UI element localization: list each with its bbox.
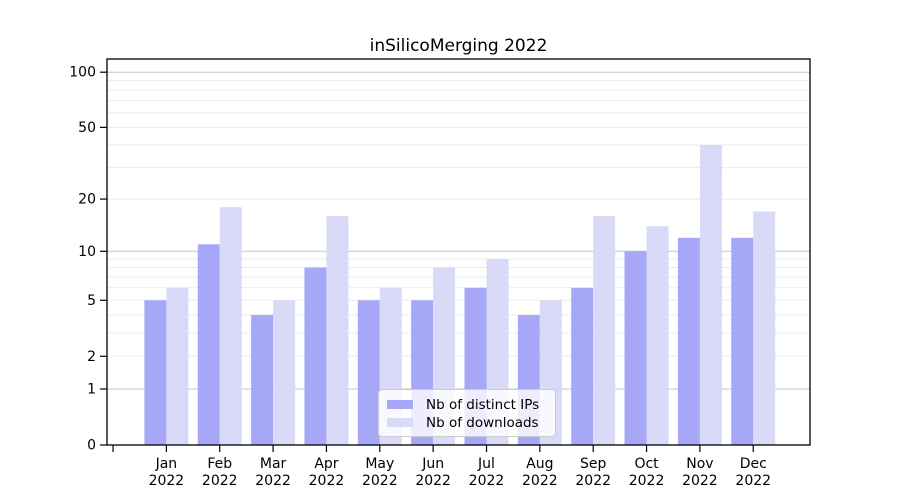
x-tick-label-month: Nov bbox=[686, 456, 713, 472]
bar-distinct-ips-may bbox=[357, 300, 380, 445]
bar-distinct-ips-oct bbox=[624, 251, 647, 445]
x-tick-label-year: 2022 bbox=[362, 473, 398, 489]
bar-downloads-nov bbox=[699, 145, 722, 445]
legend-swatch-distinct-ips bbox=[387, 400, 413, 409]
x-tick-label-month: Dec bbox=[740, 456, 767, 472]
legend-label-distinct-ips: Nb of distinct IPs bbox=[426, 396, 540, 413]
chart-title: inSilicoMerging 2022 bbox=[369, 36, 548, 56]
bar-distinct-ips-mar bbox=[251, 314, 274, 445]
x-tick-label-month: Jul bbox=[477, 456, 495, 472]
bar-downloads-oct bbox=[646, 226, 669, 445]
x-tick-label-year: 2022 bbox=[415, 473, 451, 489]
y-tick-label: 1 bbox=[87, 382, 96, 398]
x-tick-label-month: Jun bbox=[421, 456, 444, 472]
legend-swatch-downloads bbox=[387, 418, 413, 427]
x-tick-label-year: 2022 bbox=[682, 473, 718, 489]
y-tick-label: 0 bbox=[87, 438, 96, 454]
y-tick-label: 10 bbox=[78, 244, 96, 260]
bar-downloads-feb bbox=[219, 207, 242, 445]
bar-distinct-ips-feb bbox=[197, 244, 220, 445]
y-tick-label: 5 bbox=[87, 293, 96, 309]
bar-distinct-ips-jan bbox=[144, 300, 167, 445]
x-tick-label-year: 2022 bbox=[575, 473, 611, 489]
x-tick-label-year: 2022 bbox=[629, 473, 665, 489]
legend-item-distinct-ips: Nb of distinct IPs bbox=[387, 396, 547, 413]
legend-item-downloads: Nb of downloads bbox=[387, 414, 547, 431]
bar-downloads-dec bbox=[753, 211, 776, 445]
x-tick-label-month: May bbox=[365, 456, 394, 472]
bar-downloads-apr bbox=[326, 216, 349, 445]
y-tick-label: 2 bbox=[87, 349, 96, 365]
x-tick-label-month: Feb bbox=[207, 456, 232, 472]
bar-downloads-mar bbox=[273, 300, 296, 445]
bar-distinct-ips-apr bbox=[304, 267, 327, 445]
x-tick-label-year: 2022 bbox=[309, 473, 345, 489]
x-tick-label-month: Jan bbox=[155, 456, 178, 472]
bar-downloads-jan bbox=[166, 287, 189, 445]
y-tick-label: 100 bbox=[69, 65, 96, 81]
x-tick-label-year: 2022 bbox=[522, 473, 558, 489]
bar-distinct-ips-nov bbox=[677, 237, 700, 445]
y-tick-label: 50 bbox=[78, 120, 96, 136]
x-tick-label-year: 2022 bbox=[255, 473, 291, 489]
x-tick-label-month: Oct bbox=[634, 456, 659, 472]
legend-label-downloads: Nb of downloads bbox=[426, 414, 539, 431]
y-tick-label: 20 bbox=[78, 192, 96, 208]
x-tick-label-month: Sep bbox=[580, 456, 607, 472]
x-tick-label-month: Aug bbox=[526, 456, 553, 472]
bar-distinct-ips-dec bbox=[731, 237, 754, 445]
x-tick-label-month: Mar bbox=[260, 456, 287, 472]
bar-distinct-ips-sep bbox=[571, 287, 594, 445]
plot-border bbox=[106, 58, 811, 446]
legend: Nb of distinct IPs Nb of downloads bbox=[378, 389, 556, 437]
x-tick-label-year: 2022 bbox=[202, 473, 238, 489]
x-tick-label-year: 2022 bbox=[469, 473, 505, 489]
x-tick-label-month: Apr bbox=[314, 456, 338, 472]
x-tick-label-year: 2022 bbox=[735, 473, 771, 489]
x-tick-label-year: 2022 bbox=[149, 473, 185, 489]
bar-downloads-sep bbox=[593, 216, 616, 445]
